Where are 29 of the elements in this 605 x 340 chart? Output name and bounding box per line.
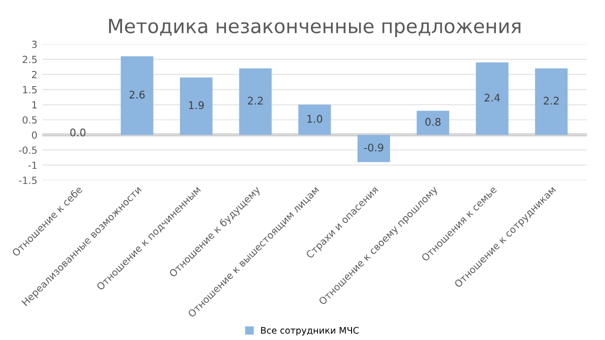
bar <box>298 104 331 135</box>
data-label: 2.2 <box>248 96 263 104</box>
y-tick-label: 1.5 <box>23 86 37 94</box>
data-label: 0.0 <box>70 128 86 136</box>
bar <box>476 62 508 135</box>
bar <box>358 134 390 162</box>
y-tick-label: -0.5 <box>18 146 37 154</box>
chart-title: Методика незаконченные предложения <box>109 18 520 38</box>
data-label: 1.9 <box>189 101 204 110</box>
data-label: 2.2 <box>544 96 559 104</box>
y-tick-label: 2 <box>32 70 37 78</box>
data-label: 2.4 <box>484 94 500 102</box>
bar <box>535 68 568 135</box>
y-tick-label: 0.5 <box>22 116 37 124</box>
bar <box>180 77 213 135</box>
y-tick-label: -1 <box>28 162 37 169</box>
data-label: -0.9 <box>364 144 384 152</box>
y-tick-label: 3 <box>32 40 37 48</box>
y-tick-label: 2.5 <box>22 56 37 64</box>
y-tick-label: 1 <box>32 101 37 108</box>
bar <box>416 110 450 135</box>
data-label: 2.6 <box>130 90 145 99</box>
y-tick-label: -1.5 <box>18 176 37 184</box>
data-label: 0.8 <box>425 118 441 126</box>
y-tick-label: 0 <box>32 131 37 139</box>
data-label: 1.0 <box>307 114 322 123</box>
bar <box>239 68 272 135</box>
legend-label: Все сотрудники МЧС <box>261 326 359 336</box>
bar <box>120 56 154 135</box>
